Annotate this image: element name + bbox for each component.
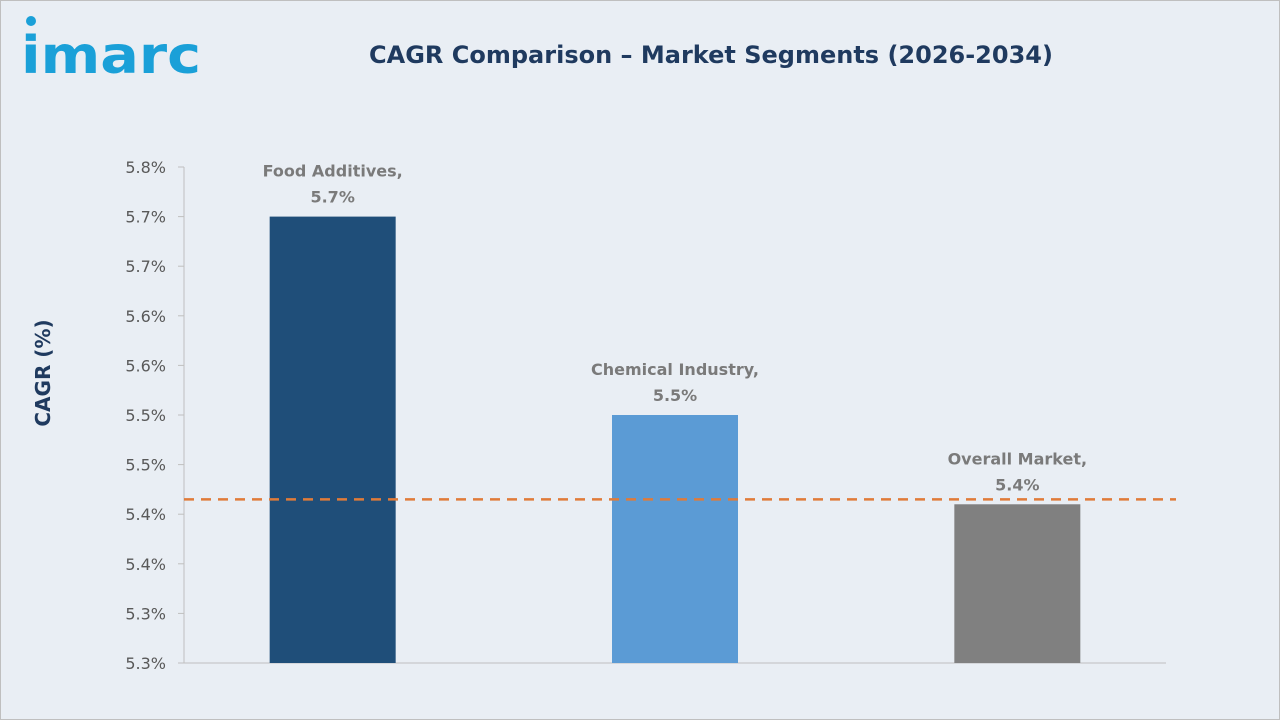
- bar: [269, 216, 396, 663]
- bar: [612, 415, 738, 663]
- y-tick-label: 5.8%: [125, 158, 166, 177]
- imarc-logo: imarc: [21, 16, 201, 83]
- bar-data-label: Food Additives,: [263, 162, 403, 181]
- y-tick-label: 5.4%: [125, 555, 166, 574]
- y-tick-label: 5.7%: [125, 208, 166, 227]
- logo-text: imarc: [21, 26, 201, 83]
- y-tick-label: 5.7%: [125, 257, 166, 276]
- bar-data-value: 5.5%: [653, 386, 697, 405]
- y-tick-label: 5.3%: [125, 654, 166, 673]
- bar: [954, 504, 1081, 663]
- bar-data-value: 5.7%: [310, 188, 354, 207]
- y-tick-label: 5.5%: [125, 406, 166, 425]
- y-tick-label: 5.4%: [125, 505, 166, 524]
- y-tick-label: 5.6%: [125, 307, 166, 326]
- y-tick-label: 5.6%: [125, 356, 166, 375]
- logo-dot: [26, 16, 36, 26]
- y-tick-label: 5.3%: [125, 604, 166, 623]
- bar-data-label: Overall Market,: [948, 449, 1088, 468]
- bar-data-label: Chemical Industry,: [591, 360, 759, 379]
- bar-data-value: 5.4%: [995, 475, 1039, 494]
- chart-title: CAGR Comparison – Market Segments (2026-…: [369, 41, 1053, 69]
- y-tick-label: 5.5%: [125, 456, 166, 475]
